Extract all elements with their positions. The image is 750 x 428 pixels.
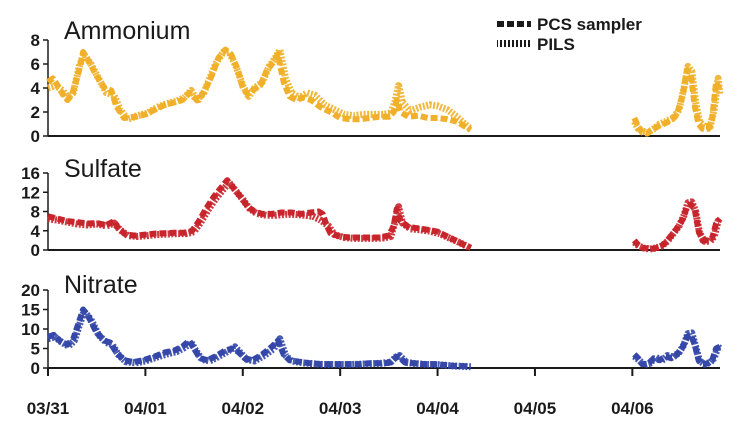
- ammonium-title: Ammonium: [64, 17, 190, 45]
- sulfate-series-pcs-0: [47, 177, 472, 251]
- xtick-label: 04/04: [416, 399, 459, 418]
- ammonium-ytick-label: 2: [31, 103, 40, 122]
- sulfate-ytick-label: 4: [31, 222, 41, 241]
- ammonium-series-pils-1: [46, 46, 473, 132]
- sulfate-series-pils-1: [47, 179, 473, 252]
- nitrate-title: Nitrate: [64, 271, 138, 299]
- legend-label-pcs: PCS sampler: [537, 15, 642, 34]
- nitrate-ytick-label: 0: [31, 359, 40, 378]
- xtick-label: 04/06: [611, 399, 654, 418]
- xtick-label: 03/31: [27, 399, 70, 418]
- sulfate-ytick-label: 16: [21, 164, 40, 183]
- nitrate-series-pils-3: [632, 329, 723, 369]
- sulfate-ytick-label: 12: [21, 183, 40, 202]
- legend-label-pils: PILS: [537, 35, 575, 54]
- sulfate-ytick-label: 0: [31, 241, 40, 260]
- x-axis: 03/31 04/01 04/02 04/03 04/04 04/05 04/06: [27, 368, 654, 418]
- nitrate-series-pils-1: [47, 307, 471, 371]
- nitrate-ytick-label: 5: [31, 340, 40, 359]
- xtick-label: 04/02: [222, 399, 265, 418]
- ammonium-ytick-label: 0: [31, 127, 40, 146]
- nitrate-ytick-label: 15: [21, 301, 40, 320]
- legend-swatch-pils: [497, 40, 531, 47]
- ammonium-ytick-label: 4: [31, 79, 41, 98]
- ammonium-series-pcs-0: [46, 46, 473, 133]
- xtick-label: 04/03: [319, 399, 362, 418]
- ammonium-series-pils-3: [631, 62, 724, 136]
- sulfate-series-pils-3: [632, 198, 722, 253]
- nitrate-ytick-label: 10: [21, 320, 40, 339]
- nitrate-ytick-label: 20: [21, 281, 40, 300]
- nitrate-series-pcs-0: [47, 306, 471, 370]
- panel-ammonium: 0 2 4 6 8 Ammonium: [31, 17, 724, 146]
- sulfate-title: Sulfate: [64, 155, 142, 183]
- ammonium-ytick-label: 6: [31, 55, 40, 74]
- sulfate-ytick-label: 8: [31, 203, 40, 222]
- xtick-label: 04/01: [124, 399, 167, 418]
- ammonium-ytick-label: 8: [31, 31, 40, 50]
- legend: PCS sampler PILS: [497, 15, 642, 54]
- xtick-label: 04/05: [514, 399, 557, 418]
